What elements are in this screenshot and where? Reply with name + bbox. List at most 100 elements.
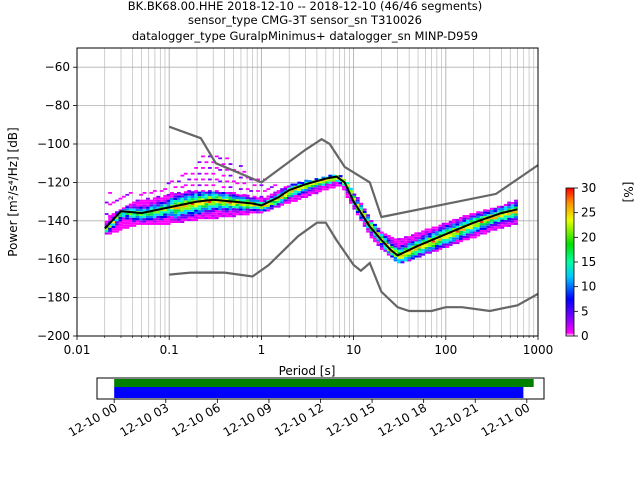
psd-density-cell bbox=[307, 184, 312, 187]
psd-density-cell bbox=[183, 200, 188, 203]
psd-density-cell bbox=[369, 231, 374, 234]
psd-density-cell bbox=[163, 215, 168, 219]
psd-density-cell bbox=[204, 212, 209, 215]
psd-density-cell bbox=[118, 212, 123, 215]
psd-density-cell bbox=[142, 215, 147, 219]
psd-density-cell bbox=[183, 211, 188, 215]
psd-density-cell bbox=[159, 206, 164, 209]
psd-density-cell bbox=[469, 226, 474, 230]
psd-density-cell bbox=[359, 216, 364, 219]
psd-density-cell bbox=[194, 209, 199, 212]
psd-density-cell bbox=[187, 190, 192, 192]
psd-density-cell bbox=[462, 224, 467, 227]
psd-density-cell bbox=[514, 220, 518, 223]
psd-density-cell bbox=[293, 192, 298, 195]
psd-density-cell bbox=[400, 242, 405, 245]
psd-density-cell bbox=[225, 192, 229, 194]
psd-density-cell bbox=[503, 220, 508, 223]
psd-density-cell bbox=[417, 250, 422, 253]
psd-density-cell bbox=[166, 218, 171, 221]
psd-density-cell bbox=[493, 221, 498, 224]
psd-density-cell bbox=[355, 210, 360, 214]
psd-density-cell bbox=[201, 205, 205, 208]
psd-density-cell bbox=[245, 210, 250, 214]
psd-density-cell bbox=[459, 216, 463, 220]
psd-density-cell bbox=[128, 213, 133, 216]
psd-density-cell bbox=[139, 193, 143, 196]
psd-density-cell bbox=[276, 205, 281, 208]
psd-density-cell bbox=[135, 208, 140, 212]
psd-density-cell bbox=[452, 228, 457, 231]
psd-density-cell bbox=[293, 190, 298, 193]
psd-density-cell bbox=[311, 182, 315, 185]
psd-density-cell bbox=[493, 207, 498, 210]
psd-density-cell bbox=[311, 185, 315, 188]
psd-density-cell bbox=[407, 252, 412, 255]
psd-density-cell bbox=[256, 199, 260, 202]
psd-density-cell bbox=[287, 199, 291, 202]
psd-density-cell bbox=[207, 196, 212, 199]
psd-density-cell bbox=[359, 202, 364, 205]
psd-density-cell bbox=[142, 201, 147, 205]
psd-density-cell bbox=[232, 203, 236, 206]
psd-density-cell bbox=[328, 174, 333, 177]
psd-density-cell bbox=[266, 204, 271, 207]
psd-density-cell bbox=[355, 201, 360, 204]
psd-density-cell bbox=[311, 192, 315, 195]
psd-density-cell bbox=[462, 221, 467, 225]
psd-density-cell bbox=[407, 240, 412, 243]
psd-density-cell bbox=[173, 220, 178, 223]
psd-density-cell bbox=[139, 215, 143, 219]
psd-density-cell bbox=[218, 215, 223, 218]
psd-density-cell bbox=[259, 199, 264, 202]
psd-density-cell bbox=[503, 203, 508, 207]
psd-density-cell bbox=[421, 239, 426, 242]
psd-density-cell bbox=[373, 223, 377, 227]
psd-density-cell bbox=[146, 206, 150, 209]
psd-density-cell bbox=[108, 215, 113, 217]
psd-density-cell bbox=[355, 213, 360, 216]
psd-density-cell bbox=[352, 198, 357, 201]
psd-density-cell bbox=[424, 235, 429, 238]
psd-density-cell bbox=[269, 186, 274, 189]
psd-density-cell bbox=[108, 225, 113, 228]
y-tick-label: −60 bbox=[45, 60, 70, 74]
psd-density-cell bbox=[228, 198, 233, 202]
psd-density-cell bbox=[331, 183, 336, 187]
psd-density-cell bbox=[166, 182, 171, 185]
psd-density-cell bbox=[104, 232, 109, 235]
psd-density-cell bbox=[397, 251, 401, 255]
psd-density-cell bbox=[493, 228, 498, 231]
psd-density-cell bbox=[204, 191, 209, 194]
psd-density-cell bbox=[190, 202, 195, 205]
psd-density-cell bbox=[204, 203, 209, 206]
psd-density-cell bbox=[486, 230, 491, 233]
psd-density-cell bbox=[249, 211, 254, 214]
psd-density-cell bbox=[232, 192, 236, 194]
psd-density-cell bbox=[273, 203, 278, 206]
psd-density-cell bbox=[121, 219, 126, 222]
psd-density-cell bbox=[373, 226, 377, 229]
psd-density-cell bbox=[170, 206, 174, 210]
psd-density-cell bbox=[201, 190, 205, 192]
psd-density-cell bbox=[424, 228, 429, 231]
psd-density-cell bbox=[438, 226, 443, 230]
psd-density-cell bbox=[483, 211, 487, 214]
psd-density-cell bbox=[115, 225, 119, 228]
psd-density-cell bbox=[146, 220, 150, 223]
psd-density-cell bbox=[197, 216, 202, 220]
psd-density-cell bbox=[293, 199, 298, 202]
psd-density-cell bbox=[400, 247, 405, 250]
psd-density-cell bbox=[262, 206, 267, 210]
psd-density-cell bbox=[379, 236, 384, 239]
psd-density-cell bbox=[318, 180, 322, 184]
psd-density-cell bbox=[111, 228, 116, 231]
psd-density-cell bbox=[221, 205, 226, 209]
psd-density-cell bbox=[410, 241, 415, 244]
psd-density-cell bbox=[379, 231, 384, 234]
psd-density-cell bbox=[379, 245, 384, 248]
psd-density-cell bbox=[414, 248, 419, 251]
psd-density-cell bbox=[201, 210, 205, 213]
psd-density-cell bbox=[211, 196, 216, 199]
